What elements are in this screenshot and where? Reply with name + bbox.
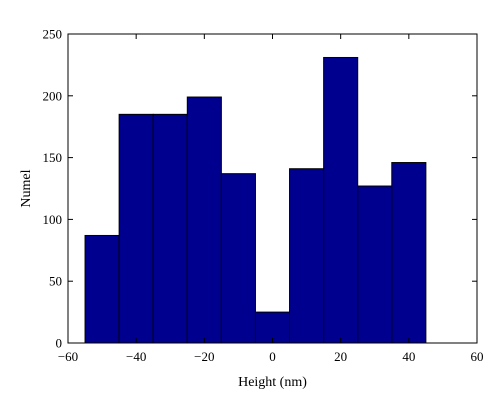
x-tick-label: 0 bbox=[269, 349, 276, 364]
y-tick-label: 100 bbox=[43, 212, 63, 227]
y-tick-label: 250 bbox=[43, 27, 63, 42]
histogram-bar bbox=[357, 185, 393, 344]
bars-group bbox=[84, 56, 427, 344]
histogram-bar bbox=[323, 56, 359, 344]
histogram-bar bbox=[220, 173, 256, 344]
histogram-bar bbox=[289, 168, 325, 344]
histogram-bar bbox=[152, 113, 188, 344]
histogram-bar bbox=[186, 96, 222, 344]
x-axis-label: Height (nm) bbox=[238, 375, 307, 390]
y-tick-label: 150 bbox=[43, 150, 63, 165]
x-tick-label: −40 bbox=[126, 349, 146, 364]
y-tick-label: 0 bbox=[56, 336, 63, 351]
y-axis-label: Numel bbox=[19, 169, 34, 207]
histogram-bar bbox=[254, 311, 291, 344]
x-tick-label: 20 bbox=[334, 349, 347, 364]
x-tick-label: 60 bbox=[471, 349, 484, 364]
y-axis-ticks: 0 50 100 150 200 250 bbox=[43, 27, 477, 351]
x-axis-ticks: −60 −40 −20 0 20 40 60 bbox=[58, 34, 484, 364]
y-tick-label: 50 bbox=[49, 274, 62, 289]
x-tick-label: 40 bbox=[402, 349, 415, 364]
histogram-bar bbox=[84, 234, 120, 344]
histogram-bar bbox=[118, 113, 154, 344]
histogram-bar bbox=[391, 162, 427, 344]
x-tick-label: −60 bbox=[58, 349, 78, 364]
y-tick-label: 200 bbox=[43, 88, 63, 103]
x-tick-label: −20 bbox=[194, 349, 214, 364]
